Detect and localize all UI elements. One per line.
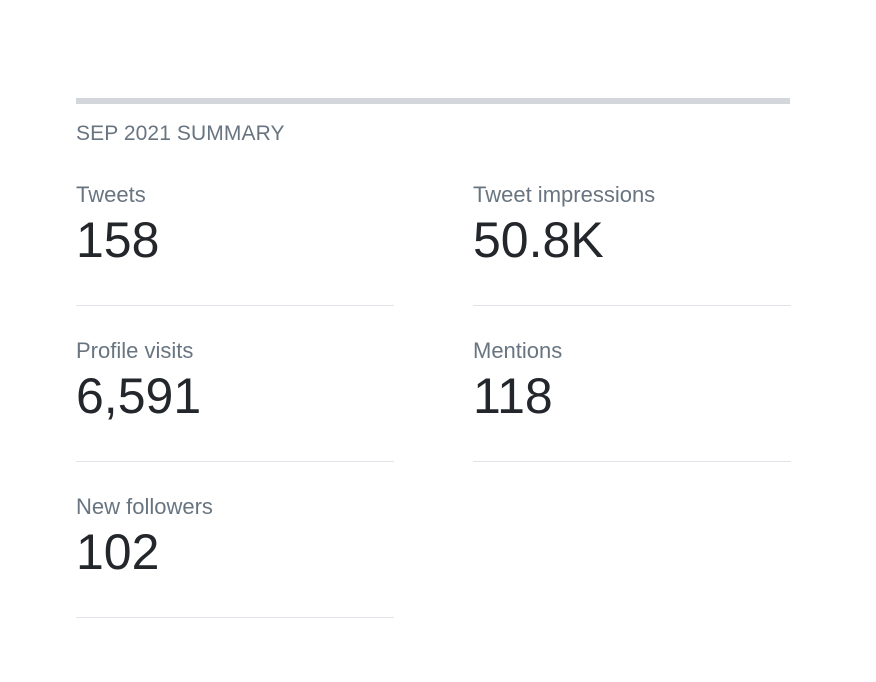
stat-mentions: Mentions 118	[473, 338, 791, 462]
stat-value: 102	[76, 524, 160, 580]
stat-label: New followers	[76, 494, 213, 519]
stat-label: Mentions	[473, 338, 563, 363]
stat-tweets: Tweets 158	[76, 182, 394, 306]
stat-label: Tweet impressions	[473, 182, 656, 207]
stat-label: Tweets	[76, 182, 146, 207]
stat-profile-visits: Profile visits 6,591	[76, 338, 394, 462]
stat-divider	[473, 461, 791, 462]
stat-value: 50.8K	[473, 212, 604, 268]
stat-tweet-impressions: Tweet impressions 50.8K	[473, 182, 791, 306]
summary-title: SEP 2021 SUMMARY	[76, 122, 285, 145]
stat-value: 158	[76, 212, 160, 268]
stat-label: Profile visits	[76, 338, 194, 363]
stat-value: 118	[473, 368, 553, 424]
stat-divider	[76, 617, 394, 618]
stat-divider	[473, 305, 791, 306]
stat-value: 6,591	[76, 368, 202, 424]
summary-top-divider	[76, 98, 790, 104]
stat-new-followers: New followers 102	[76, 494, 394, 618]
monthly-summary-card: SEP 2021 SUMMARY Tweets 158 Tweet impres…	[76, 98, 791, 618]
stat-divider	[76, 461, 394, 462]
stat-divider	[76, 305, 394, 306]
